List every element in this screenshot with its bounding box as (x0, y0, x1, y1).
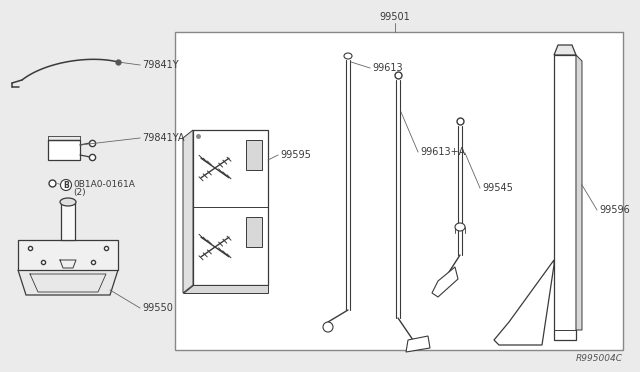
Bar (61, 202, 75, 240)
Polygon shape (494, 260, 554, 345)
Polygon shape (576, 55, 582, 330)
Text: 99595: 99595 (280, 150, 311, 160)
Text: 99613: 99613 (372, 63, 403, 73)
Text: 99596: 99596 (599, 205, 630, 215)
Polygon shape (406, 336, 430, 352)
Polygon shape (18, 270, 118, 295)
Text: 99545: 99545 (482, 183, 513, 193)
Text: R995004C: R995004C (576, 354, 623, 363)
Ellipse shape (344, 53, 352, 59)
Bar (48, 140, 80, 160)
Circle shape (61, 180, 72, 190)
Bar (246, 140, 262, 170)
Text: (2): (2) (73, 187, 86, 196)
Text: 79841Y: 79841Y (142, 60, 179, 70)
Bar (175, 32, 623, 350)
Circle shape (323, 322, 333, 332)
Text: 79841YA: 79841YA (142, 133, 184, 143)
Polygon shape (183, 285, 268, 293)
Polygon shape (18, 240, 118, 270)
Ellipse shape (455, 223, 465, 231)
Bar (560, 318, 567, 332)
Polygon shape (432, 267, 458, 297)
Text: 0B1A0-0161A: 0B1A0-0161A (73, 180, 135, 189)
Text: 99550: 99550 (142, 303, 173, 313)
Bar (554, 55, 576, 340)
Polygon shape (183, 130, 193, 293)
Bar (246, 217, 262, 247)
Bar (193, 130, 268, 285)
Text: B: B (63, 180, 69, 189)
Ellipse shape (60, 198, 76, 206)
Text: 99613+A: 99613+A (420, 147, 465, 157)
Polygon shape (554, 45, 576, 55)
Text: 99501: 99501 (380, 12, 410, 22)
